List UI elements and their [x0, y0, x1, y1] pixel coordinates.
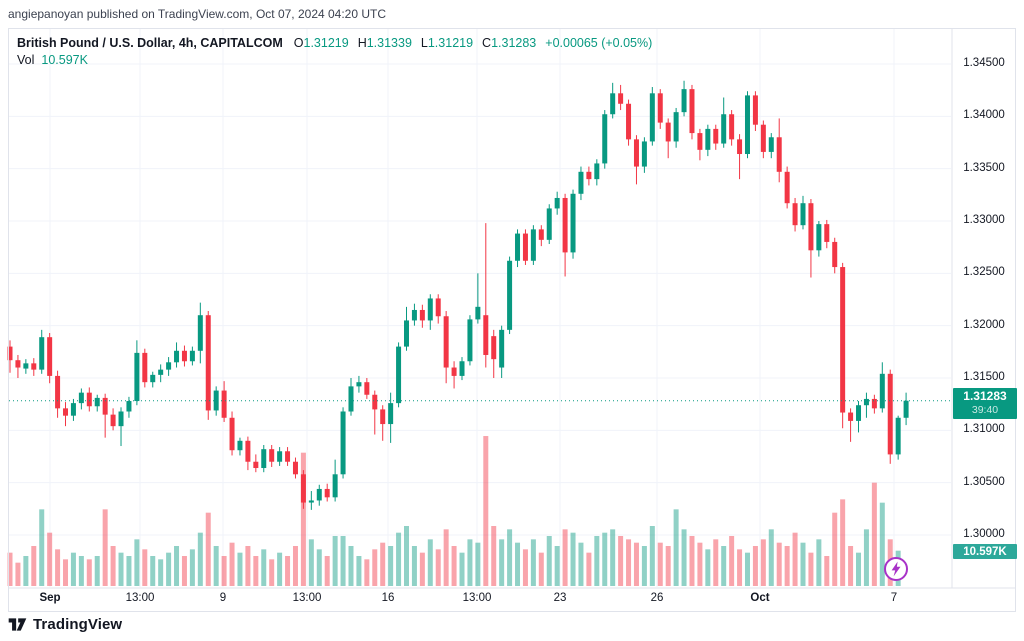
y-axis-label: 1.30500: [963, 475, 1005, 488]
volume-layer: [7, 436, 901, 586]
tradingview-logo[interactable]: TradingView: [8, 616, 122, 633]
y-axis-label: 1.32000: [963, 318, 1005, 331]
brand-text: TradingView: [33, 616, 123, 633]
y-axis-label: 1.34000: [963, 109, 1005, 122]
volume-legend: Vol 10.597K: [17, 53, 88, 67]
volume-label: Vol: [17, 53, 35, 67]
y-axis-label: 1.32500: [963, 266, 1005, 279]
x-axis-label: Oct: [750, 592, 770, 604]
candles-layer: [7, 80, 909, 510]
x-axis-label: 13:00: [292, 592, 322, 604]
ohlc-high: H1.31339: [357, 36, 412, 50]
last-price: 1.31283: [963, 388, 1007, 403]
flash-icon[interactable]: [883, 556, 909, 582]
price-change: +0.00065 (+0.05%): [545, 36, 653, 50]
tradingview-mark-icon: [8, 618, 27, 631]
last-price-badge: 1.31283 39:40: [953, 387, 1017, 419]
ohlc-close: C1.31283: [482, 36, 537, 50]
bar-countdown: 39:40: [971, 403, 999, 416]
y-axis-label: 1.33000: [963, 214, 1005, 226]
volume-badge: 10.597K: [953, 544, 1017, 559]
overlay-layer: [8, 28, 1016, 589]
symbol-title[interactable]: British Pound / U.S. Dollar, 4h, CAPITAL…: [17, 36, 283, 50]
legend: British Pound / U.S. Dollar, 4h, CAPITAL…: [17, 36, 652, 50]
x-axis-label: Sep: [39, 592, 61, 604]
x-axis-label: 23: [553, 592, 567, 604]
ohlc-open: O1.31219: [293, 36, 349, 50]
attribution-text: angiepanoyan published on TradingView.co…: [8, 7, 387, 21]
volume-value: 10.597K: [41, 53, 88, 67]
y-axis-label: 1.33500: [963, 161, 1005, 174]
x-axis-label: 16: [381, 592, 395, 604]
x-axis-label: 7: [890, 592, 898, 604]
y-axis-label: 1.34500: [963, 57, 1005, 69]
y-axis-label: 1.31500: [963, 371, 1005, 383]
x-axis-label: 9: [219, 592, 227, 604]
x-axis-label: 26: [650, 592, 664, 604]
y-axis-label: 1.30000: [963, 528, 1005, 540]
ohlc-low: L1.31219: [420, 36, 474, 50]
y-axis-label: 1.31000: [963, 423, 1005, 436]
x-axis-label: 13:00: [462, 592, 492, 604]
x-axis-label: 13:00: [125, 592, 155, 604]
